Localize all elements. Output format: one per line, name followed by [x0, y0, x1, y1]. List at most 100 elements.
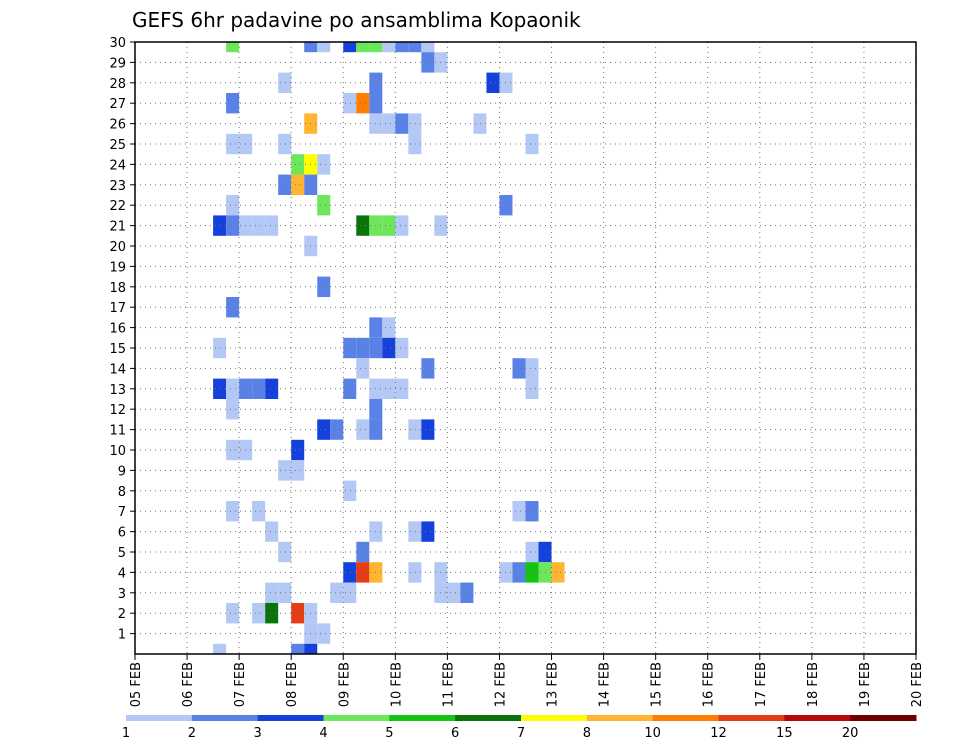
- y-tick-label: 16: [109, 322, 126, 337]
- heatmap-cell: [382, 378, 396, 399]
- y-tick-label: 19: [109, 260, 126, 275]
- heatmap-cell: [356, 541, 370, 563]
- colorbar-segment: [652, 715, 719, 721]
- heatmap-cell: [226, 42, 240, 53]
- heatmap-cell: [317, 276, 331, 297]
- x-tick-label: 19 FEB: [858, 662, 873, 707]
- x-tick-label: 11 FEB: [441, 662, 456, 707]
- heatmap-cell: [395, 113, 409, 134]
- heatmap-cell: [343, 582, 357, 603]
- colorbar-label: 1: [122, 726, 130, 741]
- heatmap-cell: [226, 195, 240, 216]
- heatmap-cell: [291, 174, 305, 195]
- heatmap-cell: [291, 603, 305, 624]
- y-tick-label: 7: [118, 505, 126, 520]
- heatmap-cell: [525, 562, 539, 583]
- heatmap-cell: [317, 42, 331, 53]
- y-tick-label: 18: [109, 281, 126, 296]
- y-tick-label: 22: [109, 199, 126, 214]
- heatmap-cell: [408, 419, 422, 440]
- heatmap-cell: [525, 541, 539, 563]
- heatmap-cell: [252, 603, 266, 624]
- heatmap-cell: [421, 42, 435, 53]
- y-tick-label: 24: [109, 158, 126, 173]
- colorbar-segment: [323, 715, 390, 721]
- x-tick-label: 12 FEB: [493, 662, 508, 707]
- heatmap-cell: [356, 215, 370, 236]
- y-tick-label: 27: [109, 97, 126, 112]
- heatmap-cell: [265, 582, 279, 603]
- heatmap-cell: [551, 562, 565, 583]
- x-tick-label: 10 FEB: [389, 662, 404, 707]
- y-tick-label: 4: [118, 566, 126, 581]
- heatmap-cell: [278, 460, 292, 481]
- heatmap-cell: [525, 358, 539, 379]
- colorbar-label: 7: [517, 726, 525, 741]
- heatmap-cell: [265, 215, 279, 236]
- x-tick-label: 07 FEB: [233, 662, 248, 707]
- heatmap-cell: [525, 501, 539, 522]
- colorbar-label: 15: [776, 726, 793, 741]
- y-tick-label: 28: [109, 77, 126, 92]
- x-tick-label: 08 FEB: [285, 662, 300, 707]
- x-tick-label: 09 FEB: [337, 662, 352, 707]
- y-tick-label: 30: [109, 36, 126, 51]
- heatmap-cell: [343, 562, 357, 583]
- heatmap-cell: [330, 582, 344, 603]
- heatmap-cell: [317, 195, 331, 216]
- heatmap-cell: [395, 42, 409, 53]
- heatmap-cell: [226, 215, 240, 236]
- heatmap-cell: [395, 337, 409, 359]
- heatmap-cell: [213, 378, 227, 399]
- heatmap-cell: [226, 297, 240, 318]
- heatmap-cell: [226, 439, 240, 461]
- y-tick-label: 17: [109, 301, 126, 316]
- heatmap-cell: [356, 562, 370, 583]
- colorbar-label: 4: [319, 726, 327, 741]
- heatmap-cell: [343, 42, 357, 53]
- heatmap-cell: [343, 337, 357, 359]
- heatmap-cell: [304, 643, 318, 654]
- heatmap-cell: [395, 215, 409, 236]
- y-axis: 1234567891011121314151617181920212223242…: [109, 36, 135, 643]
- heatmap-cell: [421, 521, 435, 542]
- heatmap-cell: [226, 378, 240, 399]
- heatmap-cell: [265, 378, 279, 399]
- heatmap-cell: [356, 42, 370, 53]
- colorbar-segment: [191, 715, 259, 721]
- x-tick-label: 17 FEB: [754, 662, 769, 707]
- heatmap-cell: [382, 215, 396, 236]
- heatmap-cell: [447, 582, 461, 603]
- y-tick-label: 1: [118, 628, 126, 643]
- colorbar-segment: [257, 715, 324, 721]
- heatmap-cell: [278, 72, 292, 93]
- heatmap-cell: [291, 439, 305, 461]
- heatmap-cell: [278, 541, 292, 563]
- heatmap-cell: [343, 378, 357, 399]
- heatmap-cell: [486, 72, 500, 93]
- heatmap-cell: [252, 378, 266, 399]
- heatmap-cell: [356, 419, 370, 440]
- colorbar-segment: [784, 715, 851, 721]
- heatmap-cell: [525, 378, 539, 399]
- colorbar-label: 5: [385, 726, 393, 741]
- x-tick-label: 20 FEB: [910, 662, 925, 707]
- y-tick-label: 2: [118, 607, 126, 622]
- colorbar-segment: [389, 715, 456, 721]
- heatmap-cell: [265, 521, 279, 542]
- heatmap-cell: [356, 337, 370, 359]
- heatmap-cell: [343, 93, 357, 114]
- colorbar-segment: [455, 715, 522, 721]
- heatmap-cell: [460, 582, 474, 603]
- heatmap-cell: [226, 93, 240, 114]
- heatmap-cell: [382, 317, 396, 338]
- x-tick-label: 05 FEB: [129, 662, 144, 707]
- heatmap-cell: [226, 501, 240, 522]
- heatmap-cell: [252, 501, 266, 522]
- heatmap-cell: [278, 133, 292, 155]
- heatmap-cell: [213, 337, 227, 359]
- heatmap-cell: [356, 358, 370, 379]
- heatmap-cell: [317, 419, 331, 440]
- x-tick-label: 15 FEB: [650, 662, 665, 707]
